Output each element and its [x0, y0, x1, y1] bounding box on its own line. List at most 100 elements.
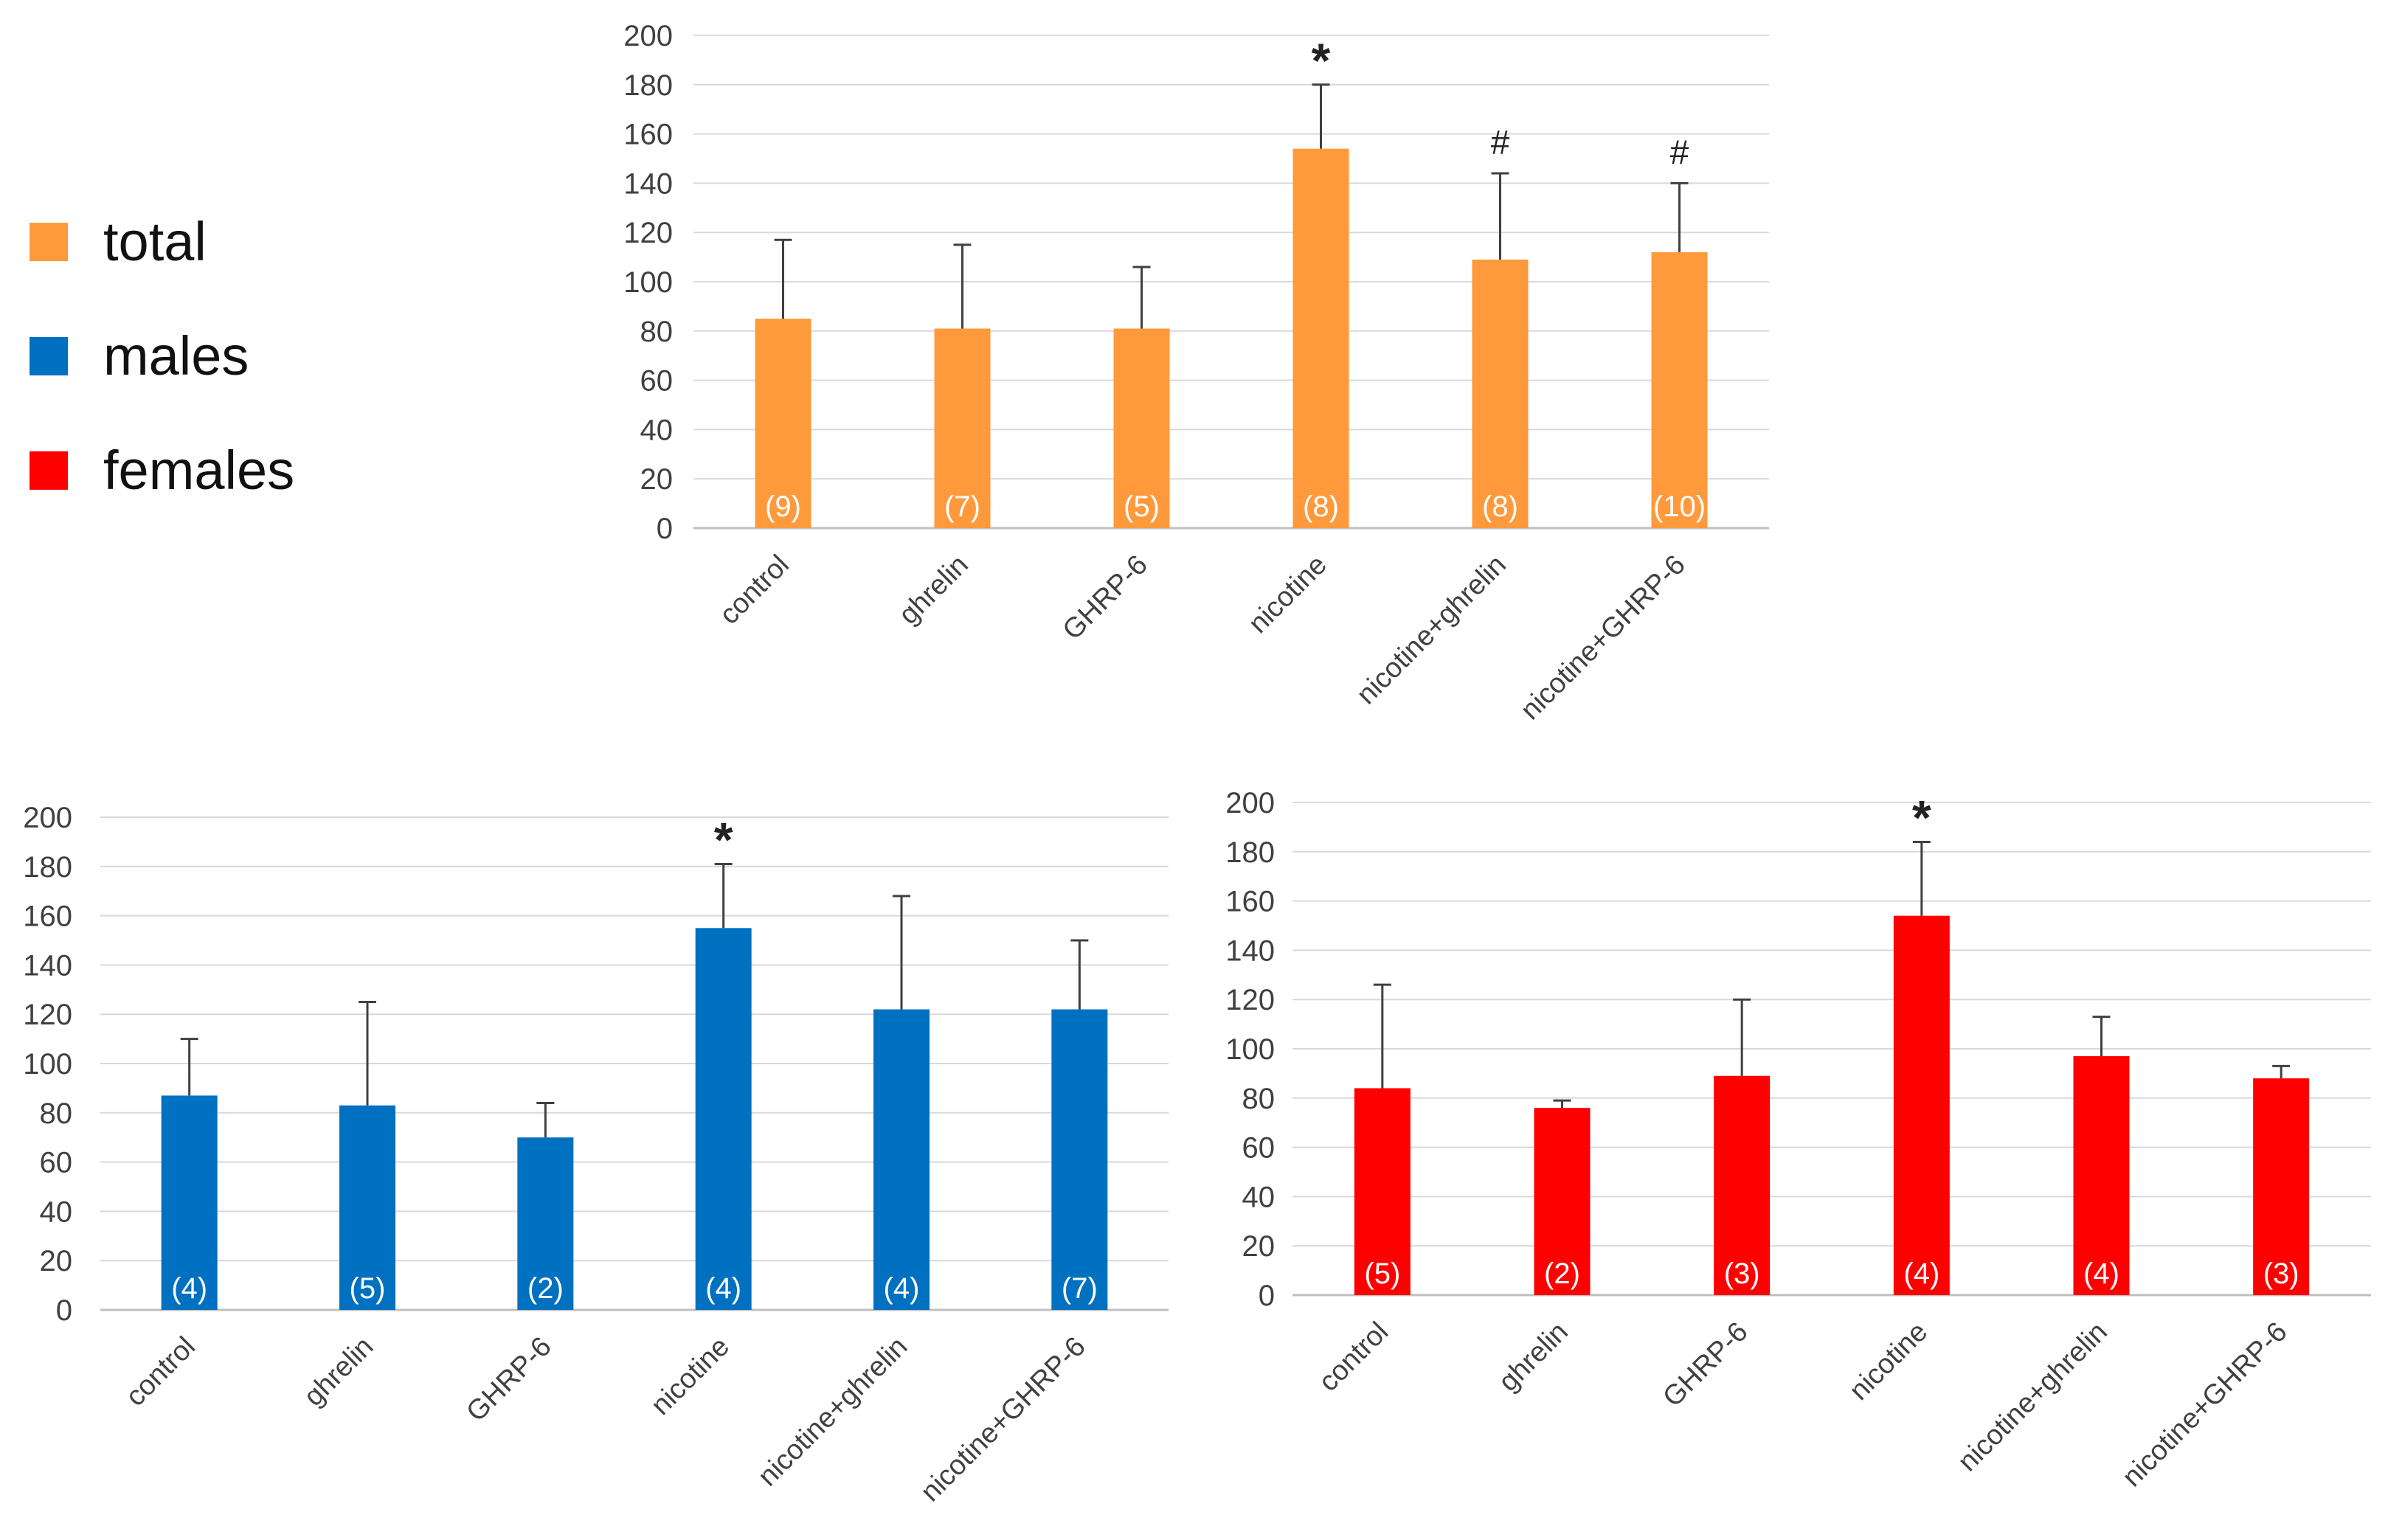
- n-label: (2): [1544, 1258, 1580, 1290]
- bar: [1051, 1009, 1108, 1310]
- legend-item-females: females: [30, 413, 339, 527]
- x-tick-label: nicotine: [646, 1331, 736, 1421]
- y-tick-label: 180: [23, 851, 72, 884]
- bar: [1292, 148, 1349, 528]
- x-tick-label: nicotine+ghrelin: [1351, 549, 1512, 711]
- y-tick-label: 100: [623, 266, 673, 299]
- n-label: (4): [2083, 1258, 2119, 1290]
- x-tick-label: GHRP-6: [1057, 549, 1154, 646]
- legend-label-females: females: [103, 440, 295, 501]
- y-tick-label: 160: [623, 119, 673, 151]
- n-label: (8): [1303, 490, 1339, 523]
- y-tick-label: 120: [23, 999, 72, 1031]
- y-tick-label: 80: [640, 316, 674, 348]
- x-tick-label: nicotine: [1844, 1317, 1934, 1407]
- y-tick-label: 100: [1225, 1033, 1275, 1066]
- bar: [2073, 1056, 2130, 1295]
- n-label: (9): [765, 490, 801, 523]
- x-tick-label: nicotine+GHRP-6: [2117, 1317, 2294, 1494]
- y-tick-label: 80: [1242, 1083, 1276, 1115]
- legend-swatch-total: [30, 222, 68, 261]
- y-tick-label: 120: [623, 217, 673, 249]
- bar: [1472, 259, 1529, 528]
- legend-item-males: males: [30, 299, 339, 413]
- legend-label-males: males: [103, 325, 249, 386]
- legend-item-total: total: [30, 184, 339, 299]
- n-label: (5): [1124, 490, 1160, 523]
- bar: [1113, 328, 1170, 528]
- n-label: (4): [1903, 1258, 1939, 1290]
- x-tick-label: nicotine+ghrelin: [752, 1331, 914, 1493]
- legend: total males females: [30, 184, 339, 527]
- y-tick-label: 40: [1242, 1181, 1276, 1213]
- legend-label-total: total: [103, 211, 207, 272]
- y-tick-label: 0: [1259, 1280, 1275, 1312]
- y-tick-label: 80: [40, 1097, 73, 1130]
- y-tick-label: 200: [623, 20, 673, 52]
- significance-marker: #: [1491, 123, 1510, 162]
- significance-marker: #: [1670, 133, 1689, 171]
- n-label: (5): [350, 1272, 386, 1305]
- legend-swatch-males: [30, 336, 68, 375]
- y-tick-label: 200: [1225, 787, 1275, 819]
- n-label: (7): [1062, 1272, 1098, 1305]
- y-tick-label: 0: [657, 513, 673, 545]
- y-tick-label: 200: [23, 802, 72, 834]
- y-tick-label: 180: [1225, 836, 1275, 869]
- x-tick-label: control: [714, 549, 795, 631]
- x-tick-label: ghrelin: [1493, 1317, 1574, 1398]
- y-tick-label: 0: [56, 1294, 72, 1327]
- y-tick-label: 40: [40, 1196, 73, 1228]
- bar: [873, 1009, 930, 1310]
- y-tick-label: 140: [1225, 934, 1275, 967]
- n-label: (10): [1653, 490, 1706, 523]
- y-tick-label: 160: [1225, 886, 1275, 918]
- bar: [755, 319, 811, 528]
- x-tick-label: ghrelin: [298, 1331, 379, 1412]
- n-label: (4): [171, 1272, 207, 1305]
- n-label: (3): [1724, 1258, 1760, 1290]
- y-tick-label: 100: [23, 1048, 72, 1081]
- n-label: (2): [527, 1272, 564, 1305]
- x-tick-label: nicotine+GHRP-6: [915, 1331, 1092, 1508]
- bar: [1354, 1088, 1411, 1295]
- bar: [2253, 1078, 2310, 1295]
- x-tick-label: nicotine+ghrelin: [1952, 1317, 2114, 1478]
- y-tick-label: 140: [623, 167, 673, 200]
- bar: [1534, 1108, 1591, 1295]
- n-label: (4): [884, 1272, 920, 1305]
- y-tick-label: 40: [640, 414, 674, 446]
- chart-males: 0 20 40 60 80 100 120 140 160 180 200 (4) control (5)…: [23, 802, 1169, 1508]
- n-label: (4): [705, 1272, 741, 1305]
- y-tick-label: 60: [40, 1147, 73, 1179]
- x-tick-label: GHRP-6: [460, 1331, 557, 1428]
- y-tick-label: 60: [640, 365, 674, 398]
- y-tick-label: 20: [1242, 1230, 1276, 1263]
- bar: [161, 1095, 218, 1310]
- x-tick-label: nicotine+GHRP-6: [1515, 549, 1692, 726]
- y-tick-label: 140: [23, 949, 72, 982]
- n-label: (7): [944, 490, 980, 523]
- x-tick-label: ghrelin: [893, 549, 975, 631]
- y-tick-label: 20: [40, 1245, 73, 1277]
- n-label: (8): [1482, 490, 1518, 523]
- bar: [934, 328, 991, 528]
- y-tick-label: 160: [23, 901, 72, 933]
- x-tick-label: nicotine: [1243, 549, 1333, 639]
- x-tick-label: control: [120, 1331, 201, 1412]
- bar: [1714, 1075, 1771, 1295]
- significance-marker: *: [1312, 33, 1331, 88]
- y-tick-label: 120: [1225, 984, 1275, 1016]
- chart-total: 0 20 40 60 80 100 120 140 160 180 200 (9) control (7)…: [623, 20, 1769, 726]
- x-tick-label: control: [1313, 1317, 1394, 1398]
- bar: [1893, 915, 1950, 1295]
- bar: [1651, 252, 1708, 528]
- significance-marker: *: [714, 812, 733, 867]
- legend-swatch-females: [30, 451, 68, 490]
- n-label: (5): [1364, 1258, 1400, 1290]
- y-tick-label: 20: [640, 463, 674, 496]
- x-tick-label: GHRP-6: [1657, 1317, 1754, 1413]
- y-tick-label: 180: [623, 69, 673, 102]
- n-label: (3): [2263, 1258, 2299, 1290]
